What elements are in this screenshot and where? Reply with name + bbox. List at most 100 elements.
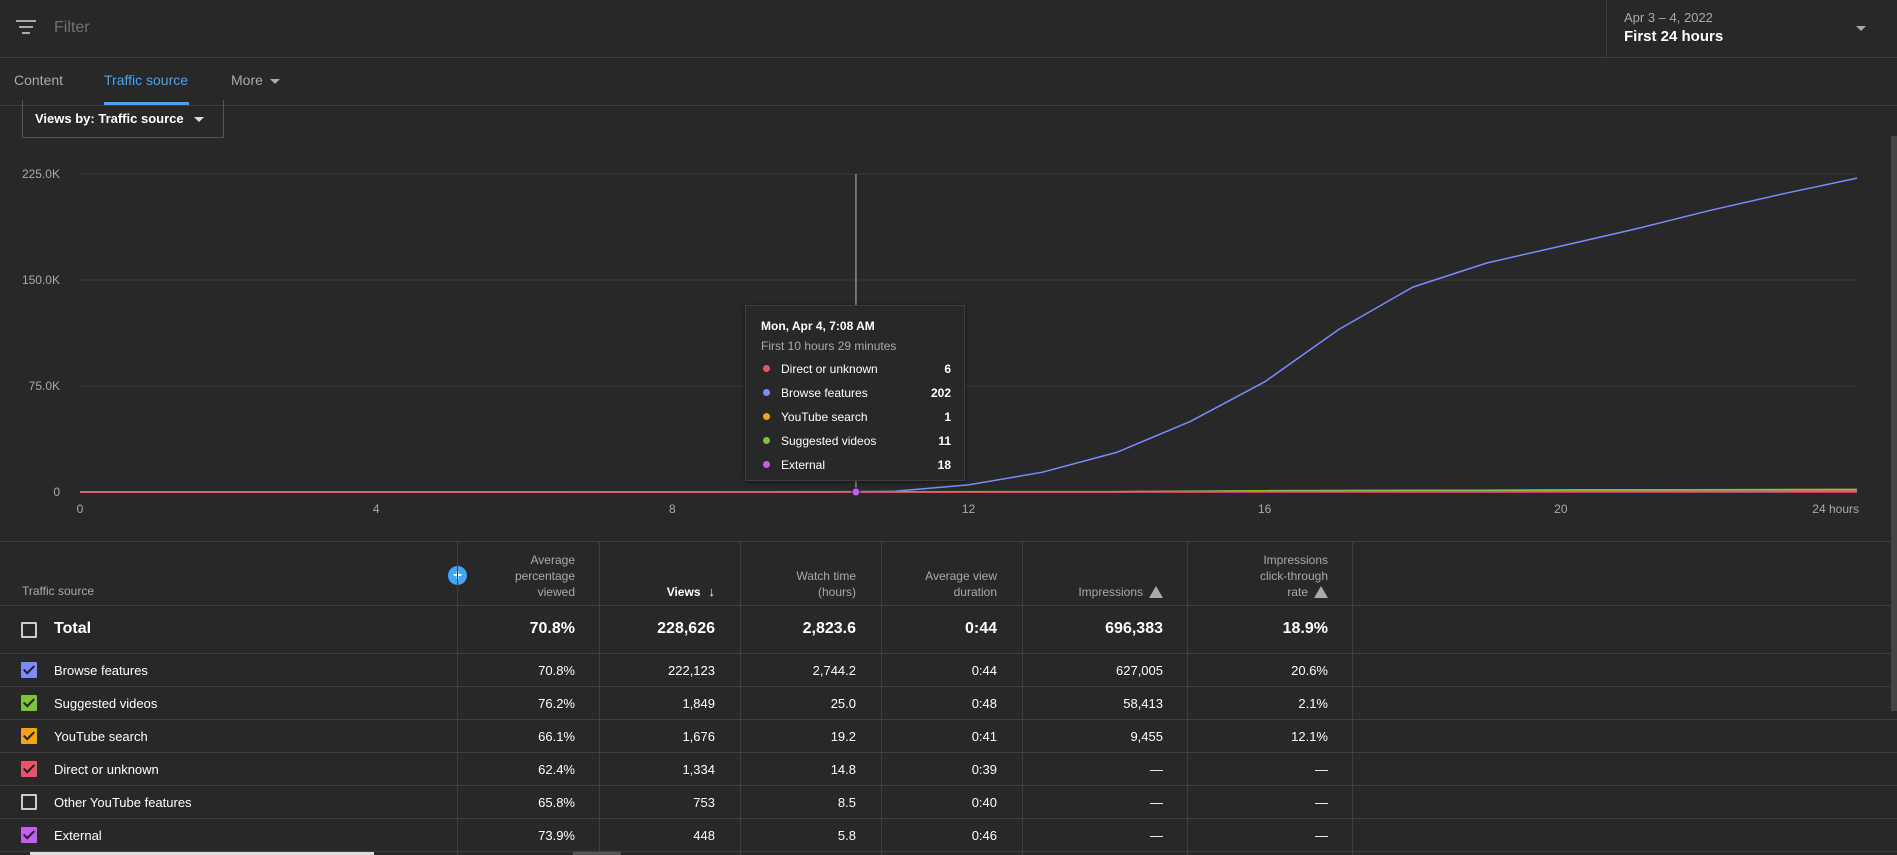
tab-content[interactable]: Content	[14, 72, 64, 88]
column-divider	[599, 542, 600, 855]
cell-views: 1,676	[682, 729, 715, 744]
y-tick-label: 225.0K	[22, 167, 60, 181]
table-header: Traffic source + Average percentage view…	[0, 542, 1897, 606]
filter-input[interactable]: Filter	[54, 19, 90, 36]
cell-avg-duration: 0:44	[964, 620, 997, 637]
cell-watch-time: 14.8	[830, 762, 856, 777]
row-checkbox[interactable]	[21, 695, 37, 711]
column-divider	[1352, 542, 1353, 855]
header-avg-view-duration[interactable]: Average view duration	[925, 568, 997, 600]
views-by-dropdown[interactable]: Views by: Traffic source	[22, 100, 224, 138]
x-tick-label: 4	[373, 502, 380, 516]
tooltip-subtitle: First 10 hours 29 minutes	[761, 339, 897, 353]
cell-ctr: 12.1%	[1291, 729, 1328, 744]
header-impressions-ctr[interactable]: Impressions click-through rate	[1260, 552, 1328, 600]
hover-point	[851, 487, 861, 497]
x-tick-label: 12	[962, 502, 976, 516]
tooltip-series-value: 6	[944, 362, 951, 376]
column-divider	[457, 542, 458, 855]
tooltip-row: Browse features 202	[761, 385, 951, 401]
cell-ctr: 2.1%	[1298, 696, 1328, 711]
tooltip-series-name: YouTube search	[781, 410, 868, 424]
header-line: (hours)	[817, 585, 856, 599]
cell-views: 228,626	[657, 620, 715, 637]
table-row: YouTube search 66.1% 1,676 19.2 0:41 9,4…	[0, 720, 1897, 753]
row-label: Browse features	[54, 663, 148, 678]
cell-impressions: 627,005	[1116, 663, 1163, 678]
row-checkbox[interactable]	[21, 794, 37, 810]
tooltip-series-name: Direct or unknown	[781, 362, 878, 376]
total-checkbox[interactable]	[21, 622, 37, 638]
horizontal-scrollbar[interactable]	[30, 852, 374, 855]
tab-traffic-source[interactable]: Traffic source	[104, 72, 189, 88]
cell-avg-pct: 65.8%	[538, 795, 575, 810]
filter-icon[interactable]	[16, 20, 36, 36]
tooltip-row: External 18	[761, 457, 951, 473]
header-views-label: Views	[666, 585, 701, 599]
cell-ctr: 18.9%	[1282, 620, 1328, 637]
header-line: click-through	[1259, 569, 1328, 583]
cell-ctr: 20.6%	[1291, 663, 1328, 678]
column-divider	[740, 542, 741, 855]
x-tick-label: 8	[669, 502, 676, 516]
y-tick-label: 150.0K	[22, 273, 60, 287]
cell-avg-duration: 0:40	[971, 795, 997, 810]
sort-down-icon: ↓	[708, 584, 716, 599]
warning-icon[interactable]	[1314, 586, 1328, 598]
cell-impressions: 696,383	[1105, 620, 1163, 637]
tab-more[interactable]: More	[231, 72, 280, 88]
cell-avg-pct: 62.4%	[538, 762, 575, 777]
x-tick-label: 0	[77, 502, 84, 516]
row-checkbox[interactable]	[21, 827, 37, 843]
row-checkbox[interactable]	[21, 662, 37, 678]
vertical-scrollbar[interactable]	[1891, 136, 1897, 711]
header-line: duration	[953, 585, 997, 599]
caret-down-icon	[194, 117, 204, 122]
tooltip-row: YouTube search 1	[761, 409, 951, 425]
y-tick-label: 0	[53, 485, 60, 499]
date-range-picker[interactable]: Apr 3 – 4, 2022 First 24 hours	[1606, 0, 1897, 58]
tooltip-series-value: 18	[937, 458, 951, 472]
column-divider	[1187, 542, 1188, 855]
filter-bar: Filter Apr 3 – 4, 2022 First 24 hours	[0, 0, 1897, 58]
x-tick-label: 20	[1554, 502, 1568, 516]
row-label: Total	[54, 620, 92, 637]
cell-views: 222,123	[668, 663, 715, 678]
header-traffic-source[interactable]: Traffic source	[22, 584, 95, 598]
header-views[interactable]: Views ↓	[667, 584, 715, 600]
cell-avg-duration: 0:41	[971, 729, 997, 744]
tab-more-label: More	[231, 72, 263, 88]
warning-icon[interactable]	[1149, 586, 1163, 598]
tooltip-series-value: 1	[944, 410, 951, 424]
header-impressions[interactable]: Impressions	[1078, 584, 1163, 600]
series-line-browse-features	[80, 177, 1858, 493]
cell-ctr: —	[1315, 828, 1328, 843]
table-row: Direct or unknown 62.4% 1,334 14.8 0:39 …	[0, 753, 1897, 786]
tooltip-series-value: 11	[938, 434, 951, 448]
legend-dot	[763, 437, 770, 444]
column-divider	[1022, 542, 1023, 855]
cell-views: 1,334	[682, 762, 715, 777]
cell-avg-pct: 70.8%	[538, 663, 575, 678]
row-label: Suggested videos	[54, 696, 158, 711]
column-divider	[881, 542, 882, 855]
header-line: Average view	[925, 569, 997, 583]
header-line: Impressions	[1263, 553, 1328, 567]
tooltip-row: Direct or unknown 6	[761, 361, 951, 377]
cell-watch-time: 2,744.2	[812, 663, 856, 678]
row-checkbox[interactable]	[21, 761, 37, 777]
cell-avg-pct: 73.9%	[538, 828, 575, 843]
header-line: Average	[530, 553, 575, 567]
cell-watch-time: 5.8	[837, 828, 856, 843]
horizontal-scrollbar-thumb[interactable]	[573, 852, 621, 855]
row-label: YouTube search	[54, 729, 148, 744]
chevron-down-icon	[1856, 26, 1866, 31]
row-checkbox[interactable]	[21, 728, 37, 744]
header-watch-time[interactable]: Watch time (hours)	[796, 568, 856, 600]
header-avg-percentage-viewed[interactable]: Average percentage viewed	[515, 552, 575, 600]
table-row: External 73.9% 448 5.8 0:46 — —	[0, 819, 1897, 852]
cell-impressions: —	[1150, 795, 1163, 810]
cell-avg-duration: 0:39	[971, 762, 997, 777]
